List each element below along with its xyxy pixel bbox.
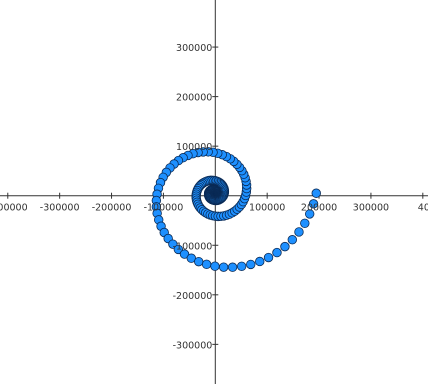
x-tick-label: 300000 [353,203,389,214]
data-point [246,259,256,270]
x-tick-label: -200000 [92,203,132,214]
y-tick-label: -200000 [173,291,213,302]
x-tick-label: 100000 [249,203,285,214]
data-point [287,235,298,245]
tick-marks [7,46,424,345]
data-point [173,244,184,255]
y-tick-label: 100000 [176,142,212,153]
data-point [179,249,190,259]
data-point [201,259,212,270]
data-point [263,252,274,263]
tick-labels: -400000 -300000 -200000 -100000 100000 200000… [0,43,428,351]
data-point [305,209,315,219]
data-point [210,261,220,271]
data-point [294,227,304,237]
data-point [272,247,282,258]
data-point [255,256,265,267]
data-point [308,199,319,209]
x-tick-label: 200000 [301,203,337,214]
data-point [300,218,310,229]
y-tick-label: -300000 [173,340,213,351]
y-tick-label: -100000 [173,241,213,252]
y-tick-label: 200000 [176,93,212,104]
data-point [236,261,247,272]
x-tick-label: -300000 [40,203,80,214]
data-point [311,188,321,198]
data-point [280,241,290,252]
y-tick-label: 300000 [176,43,212,54]
x-tick-label: -100000 [144,203,184,214]
x-tick-label: 40 [418,203,428,214]
data-points [151,147,321,272]
data-point [194,256,204,267]
x-tick-label: -400000 [0,203,28,214]
data-point [227,262,238,272]
data-point [218,262,229,272]
